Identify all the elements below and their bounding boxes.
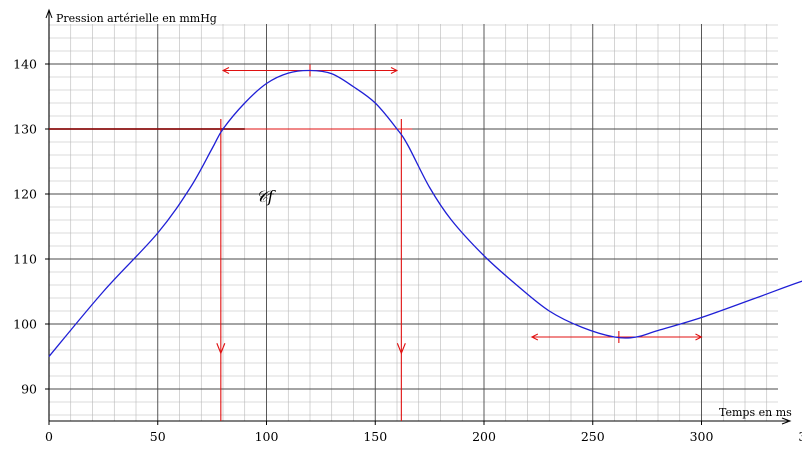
axes [45,8,792,425]
x-axis-arrow [781,417,792,425]
y-tick-label: 110 [13,252,37,267]
tangent-arrow-right [390,67,399,74]
y-tick-label: 90 [21,382,37,397]
y-tick-label: 100 [13,317,37,332]
x-tick-label: 150 [363,429,387,444]
y-axis-title: Pression artérielle en mmHg [56,12,217,25]
curve-label: 𝒞f [256,187,277,206]
x-tick-label: 0 [45,429,53,444]
x-tick-label: 200 [472,429,496,444]
tangent-arrow-left [221,67,230,74]
x-tick-label: 50 [150,429,166,444]
x-tick-labels: 050100150200250300350400450500550600650 [45,421,802,444]
tangent-arrow-left [530,333,539,341]
minor-grid [48,24,778,421]
x-axis-title: Temps en ms [719,406,792,419]
major-grid [49,24,778,421]
projection-arrow [396,343,406,355]
y-tick-label: 140 [13,57,37,72]
y-axis-arrow [45,8,53,19]
projection-arrow [216,343,226,355]
y-tick-labels: 90 100 110 120 130 140 [13,57,49,397]
x-tick-label: 250 [581,429,605,444]
annotations [49,64,703,421]
x-tick-label: 100 [255,429,279,444]
x-tick-label: 350 [798,429,802,444]
pressure-curve [48,69,802,357]
tangent-arrow-right [695,333,703,341]
x-tick-label: 300 [690,429,714,444]
y-tick-label: 120 [13,187,37,202]
curve-group [48,69,802,357]
y-tick-label: 130 [13,122,37,137]
